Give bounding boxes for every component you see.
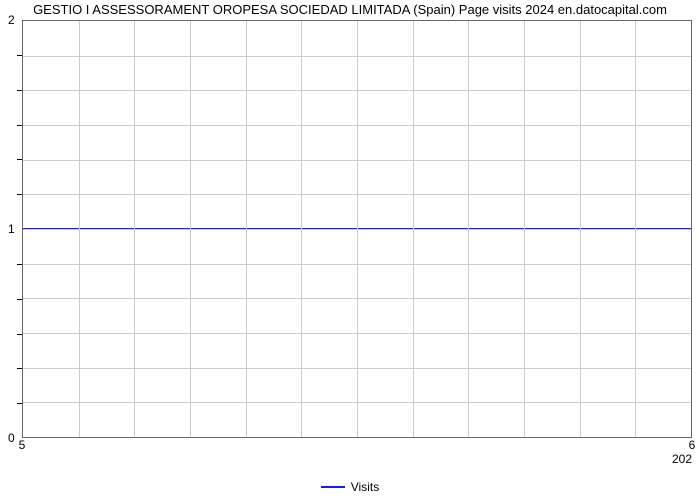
grid-line-horizontal	[23, 90, 691, 91]
legend-label-visits: Visits	[351, 480, 379, 494]
y-axis-minor-tick	[17, 264, 22, 265]
grid-line-horizontal	[23, 298, 691, 299]
y-axis-minor-tick	[17, 159, 22, 160]
y-axis-minor-tick	[17, 334, 22, 335]
grid-line-horizontal	[23, 229, 691, 230]
y-axis-minor-tick	[17, 368, 22, 369]
y-axis-minor-tick	[17, 403, 22, 404]
y-axis-tick-label: 1	[8, 222, 15, 236]
grid-line-horizontal	[23, 402, 691, 403]
grid-line-horizontal	[23, 368, 691, 369]
y-axis-minor-tick	[17, 125, 22, 126]
grid-line-horizontal	[23, 160, 691, 161]
y-axis-minor-tick	[17, 194, 22, 195]
legend-swatch-visits	[321, 486, 345, 488]
grid-line-horizontal	[23, 194, 691, 195]
chart-plot-area	[22, 20, 692, 438]
grid-line-horizontal	[23, 56, 691, 57]
y-axis-minor-tick	[17, 55, 22, 56]
x-axis-tick-label: 6	[689, 438, 696, 452]
y-axis-minor-tick	[17, 90, 22, 91]
grid-line-horizontal	[23, 264, 691, 265]
x-secondary-label: 202	[672, 452, 692, 466]
y-axis-tick-label: 0	[8, 431, 15, 445]
grid-line-horizontal	[23, 125, 691, 126]
grid-line-horizontal	[23, 333, 691, 334]
y-axis-minor-tick	[17, 299, 22, 300]
chart-title: GESTIO I ASSESSORAMENT OROPESA SOCIEDAD …	[0, 2, 700, 17]
y-axis-tick-label: 2	[8, 13, 15, 27]
x-axis-tick-label: 5	[19, 438, 26, 452]
chart-legend: Visits	[0, 480, 700, 494]
